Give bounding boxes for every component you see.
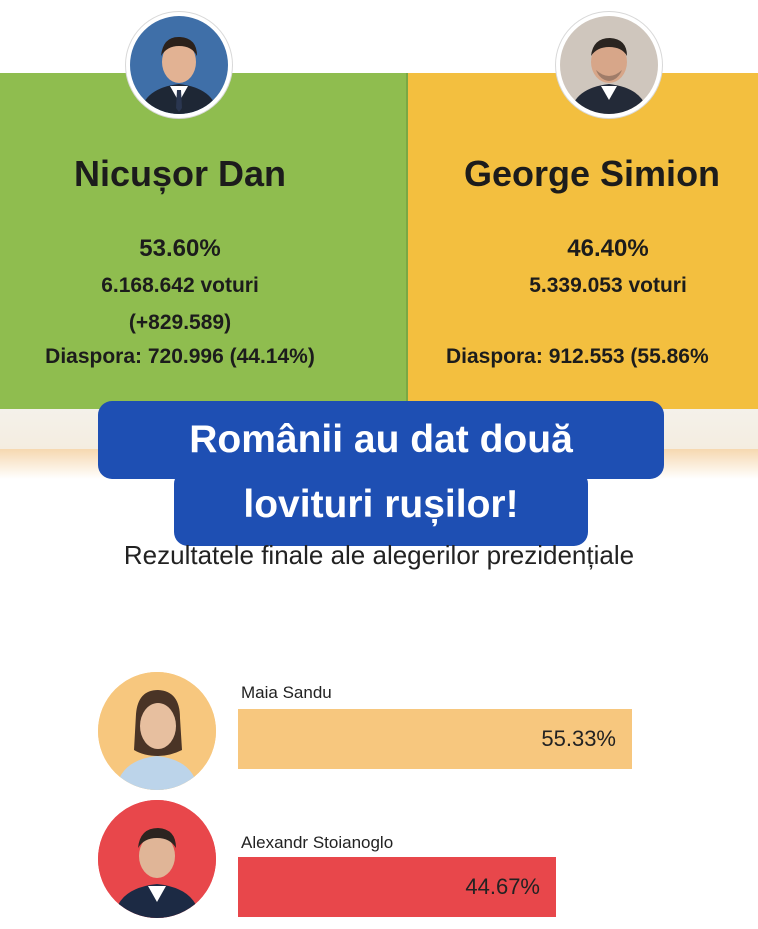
result-bar-candidate-1: 55.33% xyxy=(238,709,632,769)
candidate-percent-right: 46.40% xyxy=(567,235,649,262)
headline-line-1: Românii au dat două xyxy=(98,401,664,479)
candidate-diaspora-right: Diaspora: 912.553 (55.86% xyxy=(446,345,709,368)
portrait-icon xyxy=(98,672,216,790)
candidate-diaspora-left: Diaspora: 720.996 (44.14%) xyxy=(45,345,315,368)
candidate-name-right: George Simion xyxy=(464,153,721,194)
candidate-2-label: Alexandr Stoianoglo xyxy=(241,833,394,852)
results-title: Rezultatele finale ale alegerilor prezid… xyxy=(123,540,635,570)
candidate-votes-right: 5.339.053 voturi xyxy=(529,274,687,297)
candidate-1-label: Maia Sandu xyxy=(241,683,332,702)
avatar-candidate-2 xyxy=(98,800,216,918)
portrait-icon xyxy=(130,16,228,114)
result-bar-candidate-2: 44.67% xyxy=(238,857,556,917)
candidate-panel-right xyxy=(408,73,758,409)
candidate-name-left: Nicușor Dan xyxy=(73,153,287,194)
portrait-icon xyxy=(98,800,216,918)
avatar-candidate-1 xyxy=(98,672,216,790)
avatar-right xyxy=(556,12,662,118)
candidate-difference-left: (+829.589) xyxy=(128,311,232,334)
candidate-votes-left: 6.168.642 voturi xyxy=(101,274,259,297)
candidate-panel-left xyxy=(0,73,408,409)
candidate-percent-left: 53.60% xyxy=(139,235,221,262)
headline-line-2: lovituri rușilor! xyxy=(174,470,588,546)
result-value-candidate-2: 44.67% xyxy=(465,874,540,899)
result-value-candidate-1: 55.33% xyxy=(541,726,616,751)
avatar-left xyxy=(126,12,232,118)
portrait-icon xyxy=(560,16,658,114)
